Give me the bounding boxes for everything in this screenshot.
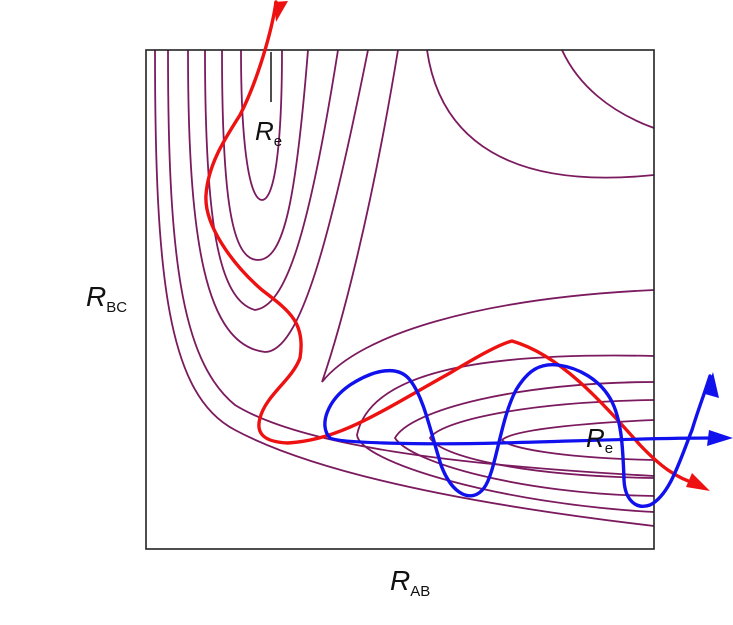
re-label-right: Re bbox=[586, 423, 613, 457]
blue-arrow-head-right bbox=[707, 430, 733, 446]
contour-saddle-1 bbox=[321, 50, 654, 383]
blue-trajectory bbox=[323, 362, 733, 508]
y-axis-label: RBC bbox=[86, 281, 127, 316]
blue-arrow-head-up bbox=[705, 372, 719, 398]
red-trajectory-path bbox=[204, 0, 699, 486]
red-arrow-head-entry bbox=[274, 1, 288, 22]
contour-exit-1 bbox=[500, 419, 654, 461]
contour-exit-4 bbox=[356, 354, 654, 513]
red-trajectory bbox=[204, 0, 710, 491]
contour-exit-3 bbox=[393, 381, 654, 497]
blue-trajectory-path bbox=[323, 362, 712, 508]
red-arrow-head-exit bbox=[686, 473, 710, 491]
x-axis-label: RAB bbox=[390, 565, 430, 600]
contour-corner bbox=[561, 50, 654, 129]
contour-entrance-1 bbox=[240, 50, 283, 201]
contour-wall-1 bbox=[167, 50, 654, 477]
contour-lines bbox=[154, 50, 654, 527]
contour-entrance-3 bbox=[204, 50, 339, 311]
blue-straight-segment bbox=[328, 436, 714, 446]
contour-wall-2 bbox=[154, 50, 654, 527]
re-label-top: Re bbox=[255, 116, 282, 150]
contour-saddle-2 bbox=[426, 50, 654, 179]
contour-entrance-2 bbox=[221, 50, 309, 261]
contour-entrance-4 bbox=[187, 50, 369, 353]
contour-exit-2 bbox=[428, 399, 654, 479]
plot-frame bbox=[145, 49, 655, 550]
